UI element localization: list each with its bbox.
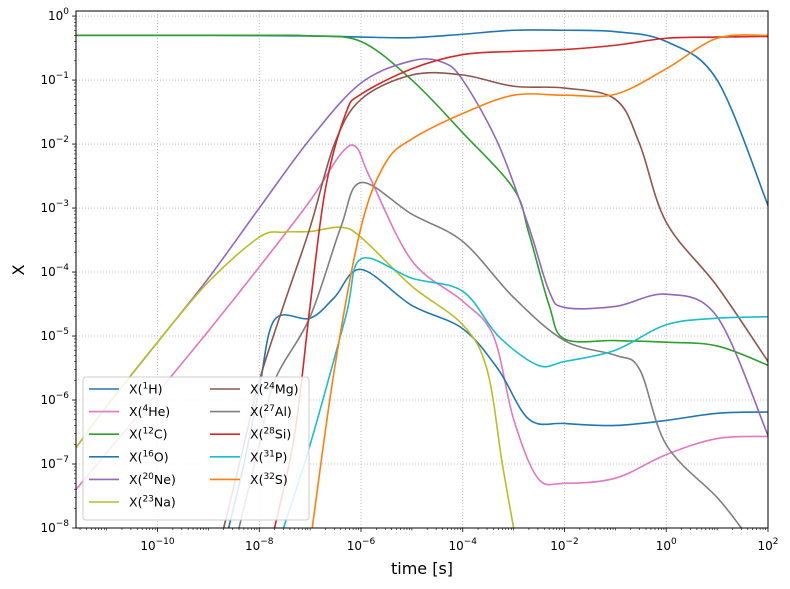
y-tick-label: 10−4 bbox=[40, 263, 69, 279]
y-tick-label: 10−6 bbox=[40, 391, 69, 407]
legend-label-si28: X(28Si) bbox=[250, 427, 291, 442]
legend-label-al27: X(27Al) bbox=[250, 404, 292, 419]
x-axis-label: time [s] bbox=[391, 559, 453, 578]
legend-label-h1: X(1H) bbox=[129, 382, 162, 397]
series-line-he4 bbox=[76, 144, 768, 491]
series-line-ne20 bbox=[76, 58, 768, 449]
y-axis-label: X bbox=[9, 264, 28, 275]
x-tick-label: 10−10 bbox=[140, 537, 175, 553]
x-tick-label: 10−8 bbox=[245, 537, 274, 553]
x-tick-label: 10−6 bbox=[347, 537, 376, 553]
legend: X(1H) X(4He) X(12C) X(16O) X(20Ne) X(23Na) X(2… bbox=[82, 376, 310, 521]
y-tick-label: 100 bbox=[48, 7, 69, 23]
series-line-c12 bbox=[76, 34, 768, 366]
series-line-na23 bbox=[76, 226, 515, 528]
x-tick-label: 100 bbox=[656, 537, 677, 553]
y-tick-label: 10−5 bbox=[40, 327, 69, 343]
series-line-al27 bbox=[238, 181, 743, 528]
legend-label-ne20: X(20Ne) bbox=[129, 472, 176, 487]
y-tick-label: 10−1 bbox=[40, 71, 69, 87]
legend-label-p31: X(31P) bbox=[250, 449, 287, 464]
y-tick-label: 10−3 bbox=[40, 199, 69, 215]
legend-box bbox=[82, 376, 310, 521]
legend-label-o16: X(16O) bbox=[129, 449, 169, 464]
legend-label-na23: X(23Na) bbox=[129, 495, 176, 510]
legend-label-mg24: X(24Mg) bbox=[250, 382, 299, 397]
series-line-p31 bbox=[282, 256, 768, 528]
legend-label-s32: X(32S) bbox=[250, 472, 288, 487]
series-line-s32 bbox=[311, 34, 768, 528]
y-tick-label: 10−2 bbox=[40, 135, 69, 151]
x-tick-label: 10−2 bbox=[550, 537, 579, 553]
legend-label-he4: X(4He) bbox=[129, 404, 170, 419]
x-tick-label: 10−4 bbox=[448, 537, 477, 553]
y-tick-label: 10−8 bbox=[40, 519, 69, 535]
series-line-mg24 bbox=[222, 71, 768, 528]
legend-label-c12: X(12C) bbox=[129, 427, 168, 442]
axis-ticks: 10−10 10−8 10−6 10−4 10−2 100 102 10−8 10−7 10−6 1… bbox=[40, 7, 778, 553]
y-tick-label: 10−7 bbox=[40, 455, 69, 471]
series-layer bbox=[76, 29, 768, 528]
series-line-si28 bbox=[273, 35, 768, 528]
x-tick-label: 102 bbox=[757, 537, 778, 553]
plot-frame bbox=[75, 10, 769, 529]
